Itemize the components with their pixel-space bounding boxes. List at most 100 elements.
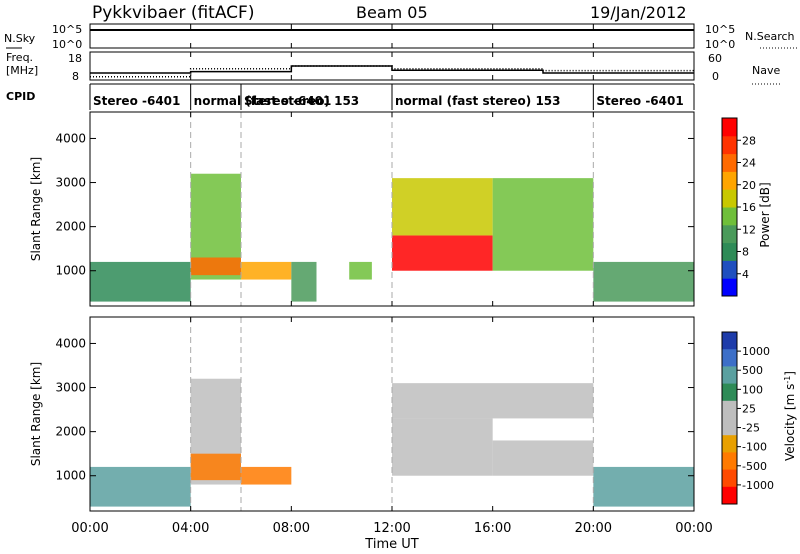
colorbar-swatch (722, 189, 737, 208)
cpid-segment: normal (fast stereo) 153 (194, 94, 360, 108)
colorbar-swatch (722, 452, 737, 471)
colorbar-tick-label: -25 (742, 422, 760, 435)
ytick-label: 1000 (55, 264, 86, 278)
colorbar-tick-label: 16 (742, 201, 756, 214)
cpid-segment: normal (fast stereo) 153 (395, 94, 561, 108)
colorbar-tick-label: -1000 (742, 479, 774, 492)
cpid-label: CPID (6, 90, 35, 103)
colorbar-tick-label: 1000 (742, 345, 770, 358)
velocity-data-layer (90, 317, 694, 511)
colorbar-tick-label: 8 (742, 246, 749, 259)
data-region (349, 261, 372, 280)
noise-left-tick-top: 10^5 (52, 23, 82, 36)
data-region (90, 466, 191, 507)
nave-label: Nave (752, 64, 780, 77)
velocity-colorbar-label: Velocity [m s-1] (783, 371, 798, 461)
ytick-label: 4000 (55, 336, 86, 350)
plot-title: Pykkvibaer (fitACF) (92, 3, 254, 23)
nave-right-tick-top: 60 (708, 52, 722, 65)
cpid-segment: Stereo -6401 (596, 94, 683, 108)
colorbar-swatch (722, 118, 737, 137)
data-region (241, 261, 292, 280)
nave-right-tick-bottom: 0 (712, 70, 719, 83)
ytick-label: 2000 (55, 425, 86, 439)
colorbar-tick-label: 28 (742, 134, 756, 147)
ytick-label: 2000 (55, 220, 86, 234)
power-colorbar-label: Power [dB] (758, 182, 772, 247)
colorbar-swatch (722, 400, 737, 419)
noise-left-label: N.Sky (4, 32, 36, 45)
data-region (291, 261, 317, 302)
cpid-panel: CPID Stereo -6401 normal (fast stereo) 15… (6, 83, 695, 110)
colorbar-tick-label: 24 (742, 157, 756, 170)
data-region (392, 235, 493, 271)
noise-right-tick-bottom: 10^0 (705, 38, 735, 51)
data-region (492, 178, 594, 271)
xtick-label: 00:00 (675, 521, 712, 536)
colorbar-tick-label: -100 (742, 441, 767, 454)
colorbar-swatch (722, 418, 737, 436)
freq-panel: Freq. [MHz] 18 8 60 0 Nave (6, 51, 780, 85)
data-region (190, 453, 241, 481)
colorbar-swatch (722, 171, 737, 190)
colorbar-tick-label: 4 (742, 268, 749, 281)
ytick-label: 4000 (55, 131, 86, 145)
colorbar-tick-label: 25 (742, 402, 756, 415)
colorbar-swatch (722, 135, 737, 155)
ytick-label: 3000 (55, 176, 86, 190)
data-region (392, 383, 594, 419)
data-region (392, 178, 493, 236)
noise-panel: N.Sky 10^5 10^0 10^5 10^0 N.Search (4, 23, 798, 51)
colorbar-swatch (722, 242, 737, 261)
colorbar-swatch (722, 469, 737, 488)
colorbar-frame (721, 331, 738, 505)
colorbar-swatch (722, 153, 737, 172)
cpid-segment: Stereo -6401 (93, 94, 180, 108)
noise-right-label: N.Search (745, 30, 795, 43)
freq-label-line2: [MHz] (6, 64, 38, 77)
cpid-segment: Stereo -6401 (244, 94, 331, 108)
data-region (392, 418, 493, 476)
ytick-label: 1000 (55, 469, 86, 483)
xtick-label: 20:00 (575, 521, 612, 536)
colorbar-swatch (722, 260, 737, 279)
data-region (90, 261, 191, 302)
colorbar-swatch (722, 332, 737, 350)
colorbar-tick-label: 100 (742, 383, 763, 396)
data-region (241, 466, 292, 485)
velocity-ylabel: Slant Range [km] (29, 362, 43, 466)
data-region (593, 466, 694, 507)
beam-label: Beam 05 (356, 3, 428, 22)
freq-left-tick-top: 18 (68, 52, 82, 65)
colorbar-tick-label: 12 (742, 223, 756, 236)
noise-right-tick-top: 10^5 (705, 23, 735, 36)
xtick-label: 08:00 (273, 521, 310, 536)
colorbar-swatch (722, 366, 737, 385)
colorbar-swatch (722, 435, 737, 453)
power-ylabel: Slant Range [km] (29, 157, 43, 261)
colorbar-tick-label: -500 (742, 460, 767, 473)
power-yticks: 1000 2000 3000 4000 (55, 131, 694, 278)
power-colorbar: 4 8 12 16 20 24 28 (721, 117, 756, 297)
power-data-layer (90, 112, 694, 306)
colorbar-swatch (722, 383, 737, 402)
freq-label-line1: Freq. (6, 51, 33, 64)
xtick-label: 12:00 (373, 521, 410, 536)
data-region (492, 440, 594, 476)
colorbar-swatch (722, 278, 737, 297)
velocity-panel: Slant Range [km] 1000 2000 3000 4000 1000 50… (29, 316, 798, 512)
ytick-label: 3000 (55, 381, 86, 395)
velocity-yticks: 1000 2000 3000 4000 (55, 336, 694, 483)
xtick-label: 16:00 (474, 521, 511, 536)
date-label: 19/Jan/2012 (590, 3, 687, 22)
colorbar-swatch (722, 224, 737, 244)
xtick-label: 00:00 (71, 521, 108, 536)
power-panel: Slant Range [km] 1000 2000 3000 4000 4 8 12 16… (29, 111, 772, 307)
xtick-label: 04:00 (172, 521, 209, 536)
colorbar-tick-label: 20 (742, 179, 756, 192)
data-region (190, 257, 241, 276)
freq-left-tick-bottom: 8 (72, 70, 79, 83)
colorbar-tick-label: 500 (742, 364, 763, 377)
noise-left-tick-bottom: 10^0 (52, 38, 82, 51)
